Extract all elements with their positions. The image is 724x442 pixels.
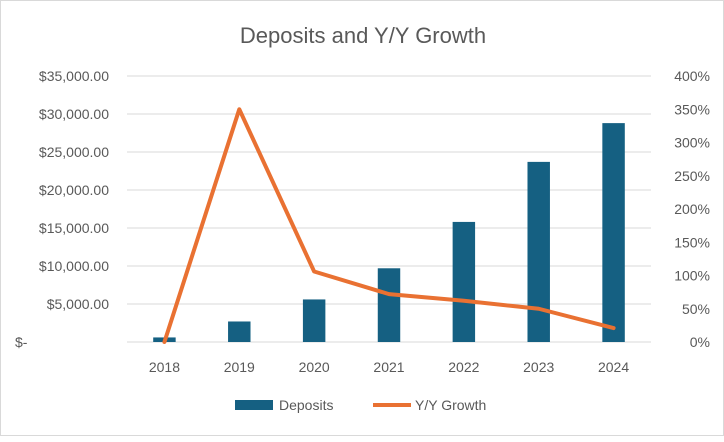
legend-label-deposits: Deposits xyxy=(279,397,333,413)
right-tick-label: 300% xyxy=(674,135,710,151)
x-tick-label: 2021 xyxy=(373,359,404,375)
right-tick-label: 350% xyxy=(674,101,710,117)
x-tick-label: 2023 xyxy=(523,359,554,375)
deposits-bar xyxy=(377,268,401,342)
right-tick-label: 200% xyxy=(674,201,710,217)
chart-title: Deposits and Y/Y Growth xyxy=(240,23,486,48)
left-tick-label: $35,000.00 xyxy=(39,68,109,84)
growth-point xyxy=(163,341,165,343)
x-tick-label: 2024 xyxy=(598,359,629,375)
growth-point xyxy=(538,308,540,310)
left-tick-label: $10,000.00 xyxy=(39,258,109,274)
growth-point xyxy=(313,271,315,273)
deposits-bars xyxy=(153,123,625,343)
legend-label-growth: Y/Y Growth xyxy=(415,397,486,413)
x-tick-label: 2019 xyxy=(224,359,255,375)
right-axis: 0% 50% 100% 150% 200% 250% 300% 350% 400% xyxy=(674,68,710,350)
left-tick-label: $25,000.00 xyxy=(39,144,109,160)
left-tick-label: $20,000.00 xyxy=(39,182,109,198)
x-tick-label: 2022 xyxy=(448,359,479,375)
right-tick-label: 0% xyxy=(690,334,710,350)
growth-point xyxy=(613,327,615,329)
right-tick-label: 400% xyxy=(674,68,710,84)
right-tick-label: 250% xyxy=(674,168,710,184)
growth-point xyxy=(238,108,240,110)
deposits-bar xyxy=(452,221,476,342)
growth-line-layer xyxy=(162,107,616,344)
right-tick-label: 100% xyxy=(674,268,710,284)
x-tick-label: 2020 xyxy=(299,359,330,375)
deposits-bar xyxy=(527,161,550,342)
left-axis: $- $5,000.00 $10,000.00 $15,000.00 $20,000.0… xyxy=(15,68,109,350)
legend: Deposits Y/Y Growth xyxy=(235,397,486,413)
left-tick-label: $5,000.00 xyxy=(47,296,109,312)
right-tick-label: 150% xyxy=(674,234,710,250)
deposits-bar xyxy=(602,123,625,343)
growth-point xyxy=(388,293,390,295)
right-tick-label: 50% xyxy=(682,301,710,317)
deposits-bar xyxy=(228,321,251,342)
x-axis: 2018 2019 2020 2021 2022 2023 2024 xyxy=(149,359,630,375)
left-tick-label: $15,000.00 xyxy=(39,220,109,236)
x-tick-label: 2018 xyxy=(149,359,180,375)
growth-point xyxy=(463,300,465,302)
left-tick-label: $30,000.00 xyxy=(39,106,109,122)
deposits-bar xyxy=(302,299,326,342)
legend-swatch-deposits xyxy=(235,400,273,410)
left-tick-label: $- xyxy=(15,334,28,350)
